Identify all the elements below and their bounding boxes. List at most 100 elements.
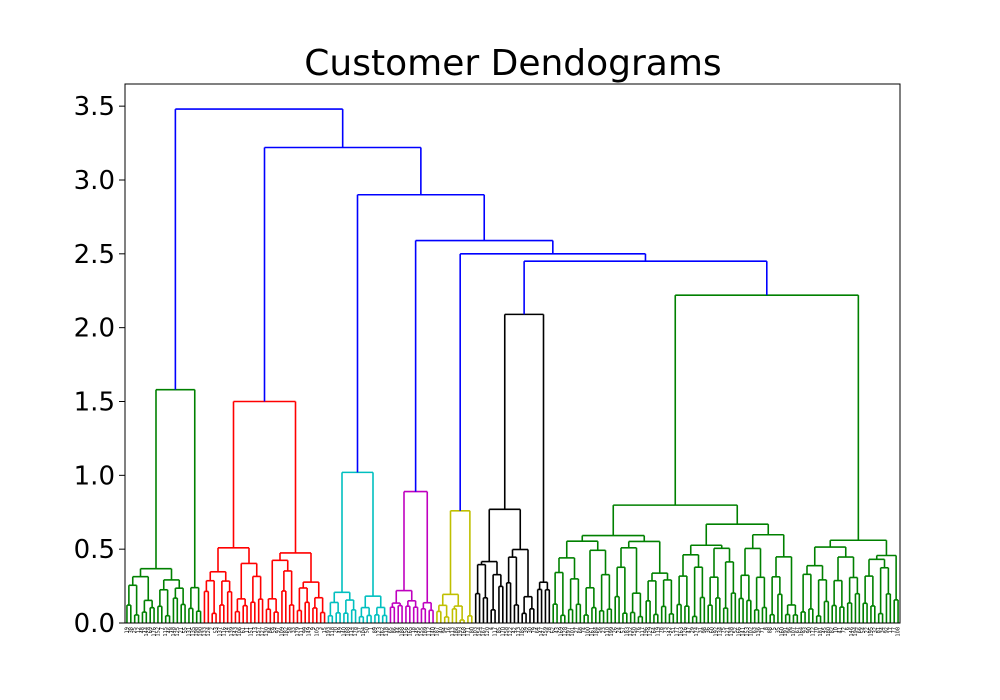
leaf-label: 19	[124, 627, 130, 633]
leaf-label: 86	[392, 627, 398, 633]
leaf-label: 146	[849, 627, 855, 637]
leaf-label: 124	[206, 627, 212, 637]
leaf-label: 54	[861, 627, 867, 633]
leaf-label: 117	[493, 627, 499, 637]
leaf-label: 185	[520, 627, 526, 637]
leaf-label: 193	[458, 627, 464, 637]
leaf-label: 136	[756, 627, 762, 637]
leaf-label: 174	[694, 627, 700, 637]
leaf-label: 67	[795, 627, 801, 633]
leaf-label: 2	[210, 627, 216, 630]
leaf-label: 92	[884, 627, 890, 633]
leaf-label: 104	[361, 627, 367, 637]
leaf-label: 70	[814, 627, 820, 633]
leaf-label: 43	[555, 627, 561, 633]
leaf-label: 3	[318, 627, 324, 630]
leaf-label: 197	[566, 627, 572, 637]
leaf-label: 102	[748, 627, 754, 637]
leaf-label: 60	[710, 627, 716, 633]
leaf-label: 142	[667, 627, 673, 637]
leaf-label: 97	[276, 627, 282, 633]
leaf-label: 50	[365, 627, 371, 633]
leaf-label: 179	[295, 627, 301, 637]
leaf-label: 134	[717, 627, 723, 637]
leaf-label: 114	[349, 627, 355, 637]
leaf-label: 98	[702, 627, 708, 633]
leaf-label: 188	[345, 627, 351, 637]
leaf-label: 59	[272, 627, 278, 633]
leaf-label: 194	[853, 627, 859, 637]
leaf-label: 198	[194, 627, 200, 637]
leaf-label: 141	[741, 627, 747, 637]
leaf-label: 21	[179, 627, 185, 633]
leaf-label: 165	[407, 627, 413, 637]
leaf-label: 139	[229, 627, 235, 637]
leaf-label: 171	[465, 627, 471, 637]
leaf-label: 192	[713, 627, 719, 637]
leaf-label: 172	[810, 627, 816, 637]
leaf-label: 25	[132, 627, 138, 633]
leaf-label: 36	[706, 627, 712, 633]
leaf-label: 103	[473, 627, 479, 637]
leaf-label: 84	[268, 627, 274, 633]
leaf-label: 157	[256, 627, 262, 637]
leaf-label: 151	[248, 627, 254, 637]
leaf-label: 34	[880, 627, 886, 633]
leaf-label: 111	[299, 627, 305, 637]
leaf-label: 78	[659, 627, 665, 633]
leaf-label: 35	[775, 627, 781, 633]
leaf-label: 20	[334, 627, 340, 633]
leaf-label: 8	[764, 627, 770, 630]
leaf-label: 119	[655, 627, 661, 637]
leaf-label: 143	[233, 627, 239, 637]
leaf-label: 24	[617, 627, 623, 633]
y-tick-label: 0.5	[74, 535, 115, 565]
y-tick-label: 2.0	[74, 314, 115, 344]
leaf-label: 155	[419, 627, 425, 637]
leaf-label: 90	[806, 627, 812, 633]
leaf-label: 64	[535, 627, 541, 633]
leaf-label: 71	[760, 627, 766, 633]
leaf-label: 149	[307, 627, 313, 637]
leaf-label: 52	[733, 627, 739, 633]
leaf-label: 147	[539, 627, 545, 637]
leaf-label: 173	[516, 627, 522, 637]
leaf-label: 180	[826, 627, 832, 637]
leaf-label: 189	[423, 627, 429, 637]
leaf-label: 108	[896, 627, 902, 637]
leaf-label: 116	[221, 627, 227, 637]
leaf-label: 22	[865, 627, 871, 633]
leaf-label: 16	[446, 627, 452, 633]
leaf-label: 48	[140, 627, 146, 633]
leaf-label: 27	[574, 627, 580, 633]
leaf-label: 137	[217, 627, 223, 637]
y-axis: 0.0 0.5 1.0 1.5 2.0 2.5 3.0 3.5	[74, 92, 125, 639]
leaf-label: 195	[868, 627, 874, 637]
leaf-label: 4	[489, 627, 495, 630]
leaf-label: 28	[547, 627, 553, 633]
leaf-label: 69	[148, 627, 154, 633]
leaf-label: 125	[175, 627, 181, 637]
leaf-label: 75	[721, 627, 727, 633]
leaf-label: 96	[787, 627, 793, 633]
leaf-label: 183	[624, 627, 630, 637]
leaf-label: 66	[857, 627, 863, 633]
leaf-label: 160	[779, 627, 785, 637]
leaf-label: 127	[260, 627, 266, 637]
leaf-label: 167	[481, 627, 487, 637]
leaf-label: 53	[214, 627, 220, 633]
leaf-label: 123	[376, 627, 382, 637]
leaf-label: 23	[601, 627, 607, 633]
leaf-label: 73	[663, 627, 669, 633]
leaf-label: 163	[679, 627, 685, 637]
leaf-label: 45	[822, 627, 828, 633]
leaf-label: 107	[791, 627, 797, 637]
leaf-label: 40	[438, 627, 444, 633]
leaf-label: 109	[279, 627, 285, 637]
leaf-label: 15	[322, 627, 328, 633]
leaf-label: 76	[636, 627, 642, 633]
leaf-label: 11	[245, 627, 251, 633]
leaf-label: 196	[644, 627, 650, 637]
leaf-label: 79	[531, 627, 537, 633]
leaf-label: 129	[648, 627, 654, 637]
